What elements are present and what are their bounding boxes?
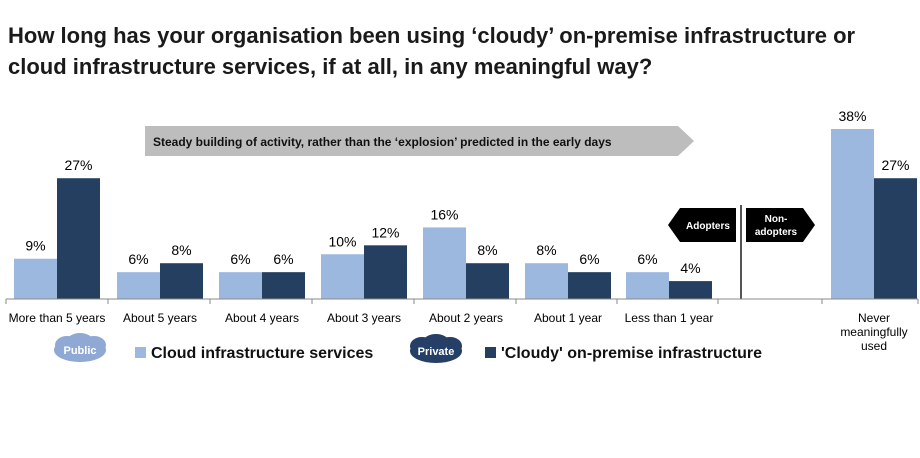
bar-cloudy-onpremise-5 [568, 272, 611, 299]
value-label-0-7: 38% [838, 108, 866, 124]
legend-label-cloud-services: Cloud infrastructure services [151, 345, 373, 362]
value-label-1-3: 12% [371, 224, 399, 240]
bar-cloudy-onpremise-3 [364, 245, 407, 299]
value-label-0-3: 10% [328, 233, 356, 249]
public-label: Public [63, 345, 96, 357]
category-label-2: About 4 years [225, 311, 299, 325]
category-label-1: About 5 years [123, 311, 197, 325]
category-labels-group: More than 5 years About 5 years About 4 ye… [9, 311, 908, 353]
value-label-1-0: 27% [64, 157, 92, 173]
bars-group [14, 129, 917, 299]
adopters-sign: Adopters Non- adopters [668, 205, 815, 299]
bar-cloud-services-5 [525, 263, 568, 299]
category-label-7-line2: used [861, 339, 887, 353]
public-cloud-badge: Public [54, 333, 106, 362]
bar-cloudy-onpremise-0 [57, 178, 100, 299]
bar-cloudy-onpremise-6 [669, 281, 712, 299]
adopters-arrow [668, 208, 736, 242]
value-label-0-6: 6% [637, 251, 657, 267]
bar-cloud-services-7 [831, 129, 874, 299]
legend: Public Cloud infrastructure services Pri… [54, 333, 762, 363]
banner-shape [145, 126, 694, 156]
non-adopters-arrow [746, 208, 815, 242]
bar-cloud-services-4 [423, 227, 466, 299]
category-label-3: About 3 years [327, 311, 401, 325]
value-label-1-1: 8% [171, 242, 191, 258]
adopters-label: Adopters [686, 221, 730, 232]
value-label-0-4: 16% [430, 206, 458, 222]
non-adopters-label-line2: adopters [755, 227, 798, 238]
bar-cloud-services-0 [14, 258, 57, 299]
bar-cloudy-onpremise-2 [262, 272, 305, 299]
value-label-0-5: 8% [536, 242, 556, 258]
value-label-0-2: 6% [230, 251, 250, 267]
value-label-1-7: 27% [881, 157, 909, 173]
banner-arrow: Steady building of activity, rather than… [145, 126, 694, 156]
legend-swatch-cloud-services [135, 347, 146, 358]
value-label-0-1: 6% [128, 251, 148, 267]
value-label-1-6: 4% [680, 260, 700, 276]
private-label: Private [418, 346, 455, 358]
non-adopters-label-line1: Non- [765, 214, 788, 225]
bar-cloud-services-2 [219, 272, 262, 299]
value-label-1-2: 6% [273, 251, 293, 267]
bar-cloud-services-1 [117, 272, 160, 299]
legend-swatch-cloudy-onpremise [485, 347, 496, 358]
category-label-0: More than 5 years [9, 311, 106, 325]
banner-text: Steady building of activity, rather than… [153, 135, 612, 149]
category-label-6: Less than 1 year [625, 311, 714, 325]
bar-cloudy-onpremise-1 [160, 263, 203, 299]
x-axis-ticks [5, 299, 919, 304]
bar-cloudy-onpremise-7 [874, 178, 917, 299]
category-label-7-line1: meaningfully [840, 325, 907, 339]
chart-title: How long has your organisation been usin… [8, 23, 856, 79]
value-label-1-4: 8% [477, 242, 497, 258]
value-labels-group: 9% 27% 6% 8% 6% 6% 10% 12% 16% 8% 8% 6% 6% 4% 38% 27% [25, 108, 909, 276]
bar-cloud-services-3 [321, 254, 364, 299]
private-cloud-badge: Private [410, 334, 462, 363]
bar-cloud-services-6 [626, 272, 669, 299]
bar-cloudy-onpremise-4 [466, 263, 509, 299]
category-label-5: About 1 year [534, 311, 602, 325]
category-label-4: About 2 years [429, 311, 503, 325]
legend-label-cloudy-onpremise: 'Cloudy' on-premise infrastructure [501, 345, 762, 362]
value-label-1-5: 6% [579, 251, 599, 267]
value-label-0-0: 9% [25, 238, 45, 254]
category-label-7-line0: Never [858, 311, 890, 325]
